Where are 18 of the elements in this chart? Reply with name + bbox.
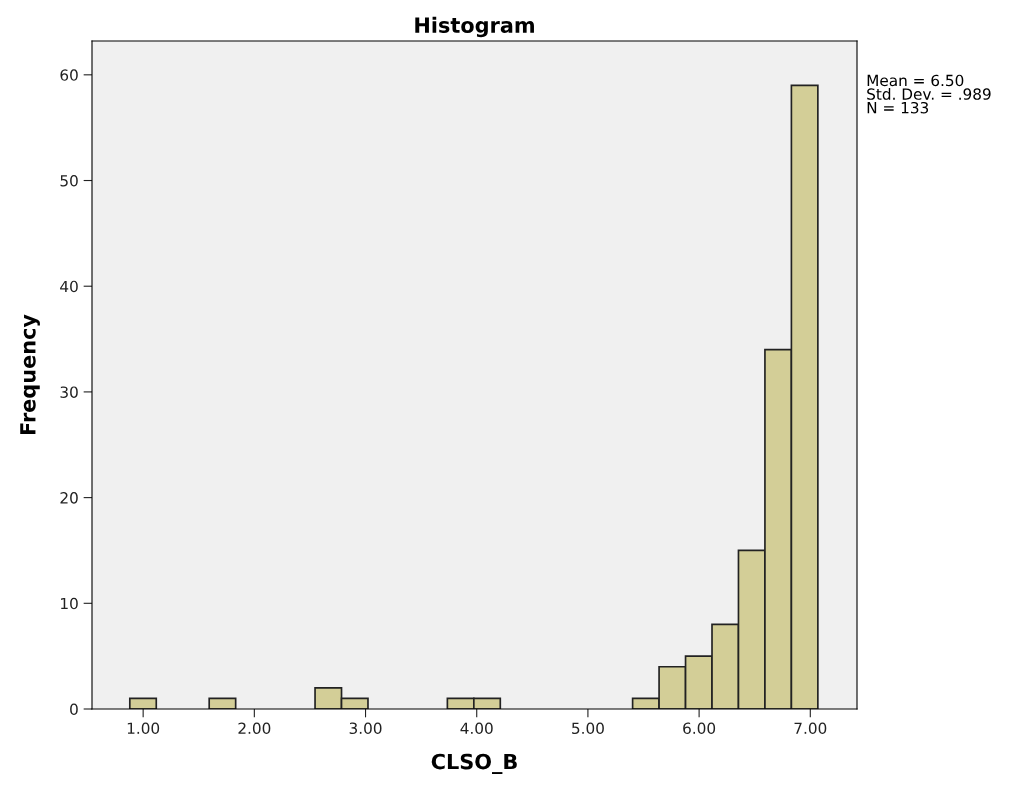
x-tick-label: 3.00 [349,722,382,735]
x-axis-title: CLSO_B [431,753,517,775]
x-tick-label: 4.00 [460,722,493,735]
x-tick-label: 6.00 [683,722,716,735]
y-axis-title: Frequency [20,314,40,435]
y-tick-label: 60 [60,69,78,81]
y-tick-label: 10 [61,597,78,610]
y-tick-label: 20 [60,492,78,504]
text: Mean = 6.50 Std. Dev. = .989 N = 133 [867,74,991,114]
chart-title: Histogram [415,16,534,38]
x-tick-label: 2.00 [238,722,271,735]
x-tick-label: 5.00 [572,722,604,735]
x-tick-label: 7.00 [794,722,827,735]
y-tick-label: 30 [60,386,78,398]
y-tick-label: 50 [60,174,78,187]
x-tick-label: 1.00 [127,722,160,735]
y-tick-label: 40 [60,280,78,293]
y-tick-label: 0 [70,703,78,716]
